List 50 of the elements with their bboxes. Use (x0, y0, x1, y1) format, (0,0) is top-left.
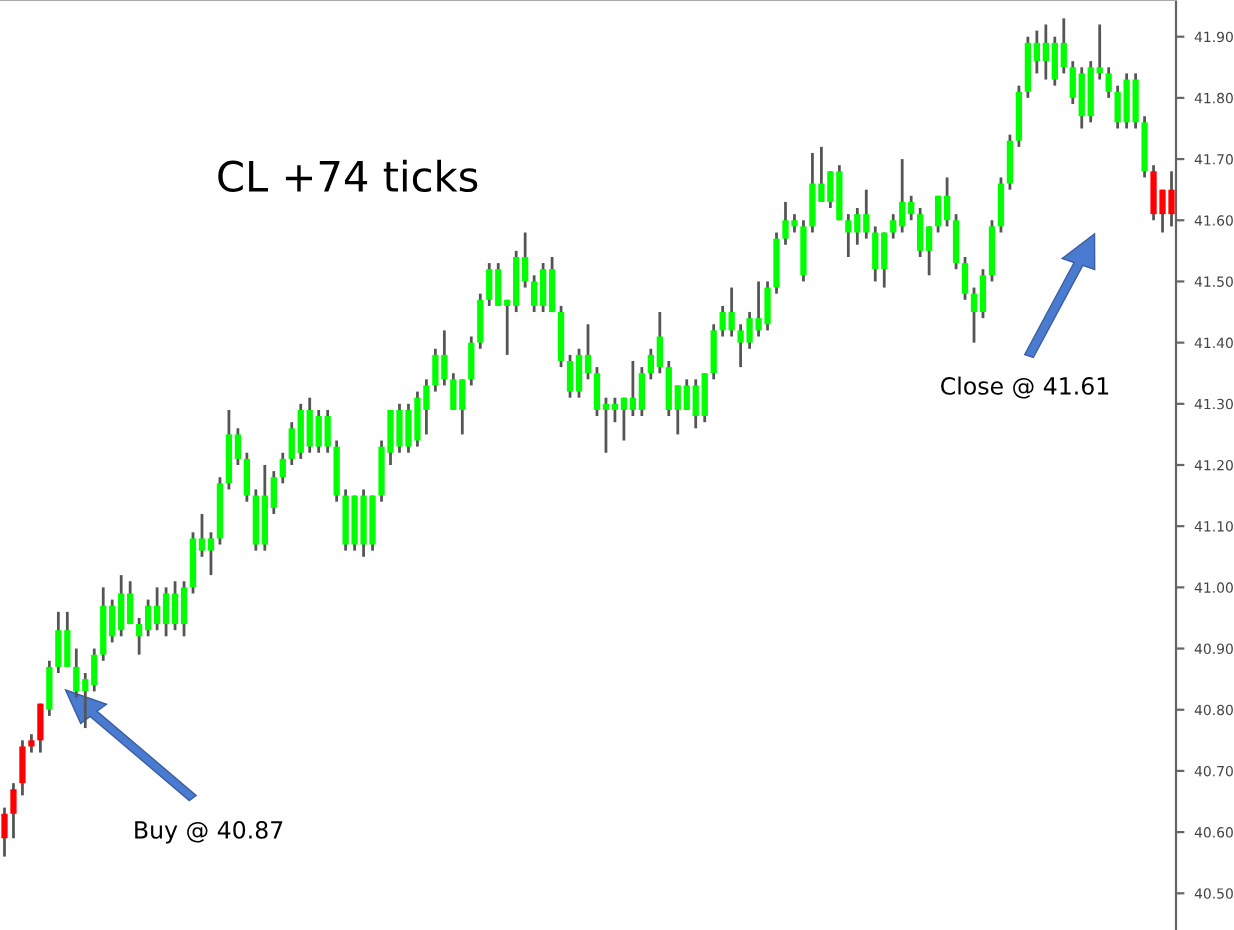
candlestick (243, 451, 251, 504)
candlestick (872, 224, 879, 283)
candlestick (324, 408, 331, 455)
candlestick (180, 579, 188, 638)
candlestick (934, 194, 942, 234)
candlestick (620, 396, 628, 442)
candlestick (1, 806, 8, 858)
candlestick (10, 781, 17, 840)
candlestick (997, 176, 1005, 234)
candlestick (656, 310, 663, 375)
candlestick (943, 176, 951, 228)
candlestick (486, 261, 493, 308)
candlestick (701, 371, 708, 424)
candlestick (19, 738, 26, 797)
candlestick (575, 347, 583, 400)
candlestick (450, 371, 457, 412)
candlestick (710, 322, 717, 381)
candlestick (477, 292, 484, 351)
annotation: Close @ 41.61 (941, 376, 1109, 399)
candlestick (171, 579, 179, 632)
candlestick (37, 702, 44, 754)
candlestick (629, 359, 637, 418)
candlestick (566, 353, 574, 400)
candlestick (638, 365, 645, 418)
candlestick (207, 530, 215, 577)
candlestick (153, 585, 161, 632)
candlestick (1006, 133, 1014, 192)
candlestick (1105, 65, 1112, 100)
candlestick (593, 365, 601, 418)
candlestick (979, 267, 987, 320)
candlestick (548, 255, 556, 314)
candlestick (952, 212, 960, 271)
candlestick (279, 451, 286, 485)
candlestick (468, 335, 475, 387)
annotation: Buy @ 40.87 (135, 820, 283, 844)
candlestick (531, 273, 538, 314)
candlestick (144, 598, 152, 638)
text: CL +74 ticks (218, 159, 478, 193)
candlestick (162, 585, 170, 638)
candlestick (1060, 16, 1067, 75)
candlestick (917, 206, 924, 259)
candlestick (46, 659, 53, 718)
candlestick (611, 396, 619, 424)
candlestick (55, 610, 62, 675)
candlestick (728, 286, 735, 338)
candlestick (845, 212, 852, 259)
candlestick (539, 261, 547, 314)
candlestick (73, 647, 80, 699)
candlestick (28, 732, 35, 754)
candlestick (961, 255, 969, 302)
